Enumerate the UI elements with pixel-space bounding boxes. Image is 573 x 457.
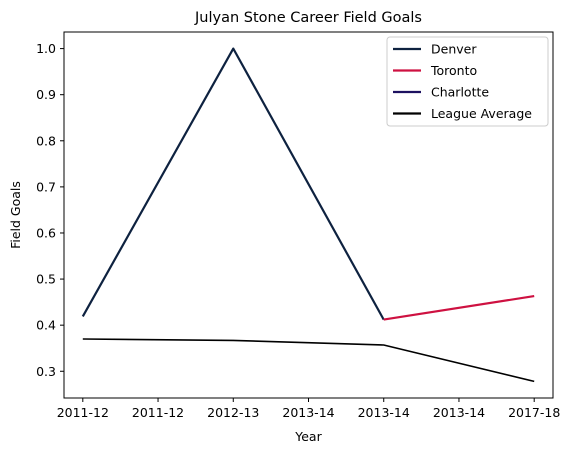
x-tick-label: 2013-14 (433, 405, 485, 420)
x-tick-label: 2011-12 (57, 405, 109, 420)
x-tick-label: 2013-14 (282, 405, 334, 420)
legend-label-league-average: League Average (431, 106, 532, 121)
y-tick-label: 0.3 (36, 364, 56, 379)
x-tick-label: 2017-18 (508, 405, 560, 420)
y-axis-label: Field Goals (8, 181, 23, 249)
y-tick-label: 0.5 (36, 272, 56, 287)
y-tick-label: 0.7 (36, 179, 56, 194)
legend-label-charlotte: Charlotte (431, 85, 489, 100)
y-axis-ticks: 0.3 0.4 0.5 0.6 0.7 0.8 0.9 1.0 (36, 41, 64, 379)
chart-title: Julyan Stone Career Field Goals (194, 10, 422, 26)
x-axis-ticks: 2011-12 2011-12 2012-13 2013-14 2013-14 2013-… (57, 398, 560, 420)
legend: Denver Toronto Charlotte League Average (386, 36, 549, 127)
x-axis-label: Year (294, 429, 322, 444)
x-tick-label: 2013-14 (358, 405, 410, 420)
series-lines (81, 47, 535, 383)
y-tick-label: 1.0 (36, 41, 56, 56)
y-tick-label: 0.4 (36, 318, 56, 333)
legend-label-denver: Denver (431, 42, 477, 57)
x-tick-label: 2012-13 (207, 405, 259, 420)
legend-label-toronto: Toronto (430, 63, 477, 78)
y-tick-label: 0.8 (36, 133, 56, 148)
y-tick-label: 0.6 (36, 225, 56, 240)
legend-box (386, 36, 549, 127)
series-line-league-average (82, 338, 535, 383)
series-line-toronto (383, 295, 535, 321)
series-line-denver (81, 47, 385, 321)
x-tick-label: 2011-12 (132, 405, 184, 420)
y-tick-label: 0.9 (36, 87, 56, 102)
